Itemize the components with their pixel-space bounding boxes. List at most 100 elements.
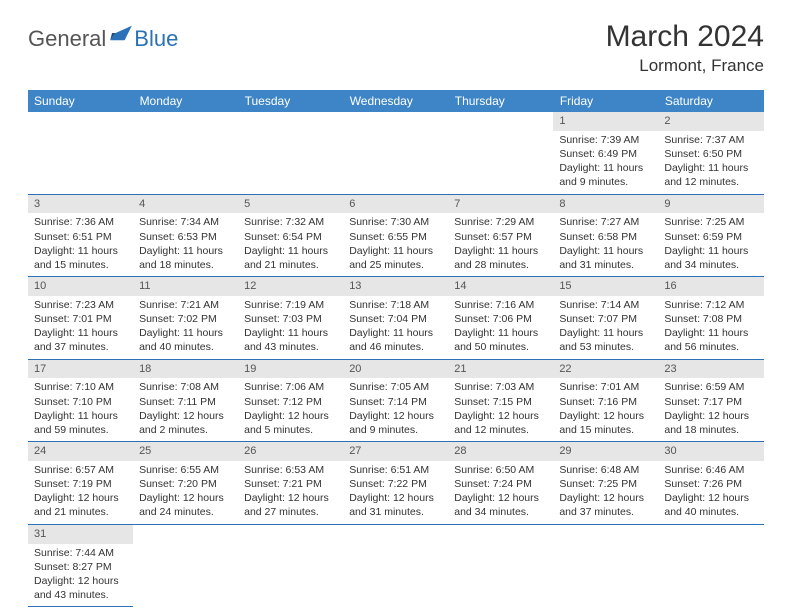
day-number: 8 — [553, 195, 658, 214]
sunrise-text: Sunrise: 6:55 AM — [139, 463, 232, 477]
calendar-cell: 28Sunrise: 6:50 AMSunset: 7:24 PMDayligh… — [448, 442, 553, 525]
day-number: 1 — [553, 112, 658, 131]
sunset-text: Sunset: 7:01 PM — [34, 312, 127, 326]
calendar-cell — [133, 524, 238, 607]
month-title: March 2024 — [606, 20, 764, 54]
day-body: Sunrise: 6:55 AMSunset: 7:20 PMDaylight:… — [133, 461, 238, 524]
calendar-cell — [238, 112, 343, 194]
sunrise-text: Sunrise: 7:19 AM — [244, 298, 337, 312]
sunrise-text: Sunrise: 6:59 AM — [664, 380, 757, 394]
calendar-cell: 18Sunrise: 7:08 AMSunset: 7:11 PMDayligh… — [133, 359, 238, 442]
calendar-cell: 6Sunrise: 7:30 AMSunset: 6:55 PMDaylight… — [343, 194, 448, 277]
daylight-text: Daylight: 11 hours and 46 minutes. — [349, 326, 442, 354]
day-body: Sunrise: 7:25 AMSunset: 6:59 PMDaylight:… — [658, 213, 763, 276]
day-body: Sunrise: 7:12 AMSunset: 7:08 PMDaylight:… — [658, 296, 763, 359]
day-number: 4 — [133, 195, 238, 214]
daylight-text: Daylight: 12 hours and 43 minutes. — [34, 574, 127, 602]
calendar-cell: 4Sunrise: 7:34 AMSunset: 6:53 PMDaylight… — [133, 194, 238, 277]
day-number: 17 — [28, 360, 133, 379]
sunrise-text: Sunrise: 7:03 AM — [454, 380, 547, 394]
daylight-text: Daylight: 11 hours and 50 minutes. — [454, 326, 547, 354]
day-number: 9 — [658, 195, 763, 214]
sunset-text: Sunset: 7:10 PM — [34, 395, 127, 409]
daylight-text: Daylight: 11 hours and 40 minutes. — [139, 326, 232, 354]
day-number: 30 — [658, 442, 763, 461]
daylight-text: Daylight: 11 hours and 28 minutes. — [454, 244, 547, 272]
sunrise-text: Sunrise: 6:51 AM — [349, 463, 442, 477]
calendar-cell: 31Sunrise: 7:44 AMSunset: 8:27 PMDayligh… — [28, 524, 133, 607]
calendar-cell: 1Sunrise: 7:39 AMSunset: 6:49 PMDaylight… — [553, 112, 658, 194]
sunset-text: Sunset: 7:11 PM — [139, 395, 232, 409]
daylight-text: Daylight: 11 hours and 12 minutes. — [664, 161, 757, 189]
sunrise-text: Sunrise: 7:36 AM — [34, 215, 127, 229]
sunset-text: Sunset: 6:58 PM — [559, 230, 652, 244]
sunrise-text: Sunrise: 7:18 AM — [349, 298, 442, 312]
daylight-text: Daylight: 11 hours and 9 minutes. — [559, 161, 652, 189]
day-number: 11 — [133, 277, 238, 296]
calendar-header-row: SundayMondayTuesdayWednesdayThursdayFrid… — [28, 90, 764, 112]
day-body: Sunrise: 7:27 AMSunset: 6:58 PMDaylight:… — [553, 213, 658, 276]
day-body: Sunrise: 7:36 AMSunset: 6:51 PMDaylight:… — [28, 213, 133, 276]
sunrise-text: Sunrise: 6:48 AM — [559, 463, 652, 477]
sunset-text: Sunset: 7:24 PM — [454, 477, 547, 491]
sunset-text: Sunset: 7:14 PM — [349, 395, 442, 409]
calendar-cell — [238, 524, 343, 607]
calendar-cell: 12Sunrise: 7:19 AMSunset: 7:03 PMDayligh… — [238, 277, 343, 360]
day-body: Sunrise: 7:08 AMSunset: 7:11 PMDaylight:… — [133, 378, 238, 441]
location-label: Lormont, France — [606, 56, 764, 76]
sunrise-text: Sunrise: 7:32 AM — [244, 215, 337, 229]
weekday-header: Monday — [133, 90, 238, 112]
sunset-text: Sunset: 6:51 PM — [34, 230, 127, 244]
day-body: Sunrise: 6:53 AMSunset: 7:21 PMDaylight:… — [238, 461, 343, 524]
sunset-text: Sunset: 7:22 PM — [349, 477, 442, 491]
daylight-text: Daylight: 11 hours and 21 minutes. — [244, 244, 337, 272]
calendar-cell: 14Sunrise: 7:16 AMSunset: 7:06 PMDayligh… — [448, 277, 553, 360]
daylight-text: Daylight: 12 hours and 37 minutes. — [559, 491, 652, 519]
day-number: 23 — [658, 360, 763, 379]
sunrise-text: Sunrise: 6:57 AM — [34, 463, 127, 477]
calendar-cell: 26Sunrise: 6:53 AMSunset: 7:21 PMDayligh… — [238, 442, 343, 525]
daylight-text: Daylight: 12 hours and 9 minutes. — [349, 409, 442, 437]
daylight-text: Daylight: 11 hours and 37 minutes. — [34, 326, 127, 354]
sunrise-text: Sunrise: 7:39 AM — [559, 133, 652, 147]
calendar-cell — [658, 524, 763, 607]
sunrise-text: Sunrise: 7:34 AM — [139, 215, 232, 229]
sunrise-text: Sunrise: 7:14 AM — [559, 298, 652, 312]
daylight-text: Daylight: 12 hours and 12 minutes. — [454, 409, 547, 437]
calendar-week: 24Sunrise: 6:57 AMSunset: 7:19 PMDayligh… — [28, 442, 764, 525]
day-body: Sunrise: 6:57 AMSunset: 7:19 PMDaylight:… — [28, 461, 133, 524]
calendar-cell: 24Sunrise: 6:57 AMSunset: 7:19 PMDayligh… — [28, 442, 133, 525]
day-body: Sunrise: 7:18 AMSunset: 7:04 PMDaylight:… — [343, 296, 448, 359]
day-number: 28 — [448, 442, 553, 461]
calendar-cell: 29Sunrise: 6:48 AMSunset: 7:25 PMDayligh… — [553, 442, 658, 525]
sunset-text: Sunset: 7:19 PM — [34, 477, 127, 491]
sunrise-text: Sunrise: 7:01 AM — [559, 380, 652, 394]
sunrise-text: Sunrise: 6:53 AM — [244, 463, 337, 477]
calendar-cell: 8Sunrise: 7:27 AMSunset: 6:58 PMDaylight… — [553, 194, 658, 277]
sunrise-text: Sunrise: 7:10 AM — [34, 380, 127, 394]
daylight-text: Daylight: 12 hours and 2 minutes. — [139, 409, 232, 437]
calendar-cell: 15Sunrise: 7:14 AMSunset: 7:07 PMDayligh… — [553, 277, 658, 360]
day-number: 26 — [238, 442, 343, 461]
sunset-text: Sunset: 7:17 PM — [664, 395, 757, 409]
day-number: 16 — [658, 277, 763, 296]
calendar-cell: 22Sunrise: 7:01 AMSunset: 7:16 PMDayligh… — [553, 359, 658, 442]
calendar-cell — [343, 112, 448, 194]
day-body: Sunrise: 6:50 AMSunset: 7:24 PMDaylight:… — [448, 461, 553, 524]
calendar-week: 3Sunrise: 7:36 AMSunset: 6:51 PMDaylight… — [28, 194, 764, 277]
sunset-text: Sunset: 6:59 PM — [664, 230, 757, 244]
sunrise-text: Sunrise: 7:37 AM — [664, 133, 757, 147]
sunrise-text: Sunrise: 6:50 AM — [454, 463, 547, 477]
brand-logo: General Blue — [28, 26, 178, 52]
weekday-header: Saturday — [658, 90, 763, 112]
daylight-text: Daylight: 11 hours and 25 minutes. — [349, 244, 442, 272]
sunset-text: Sunset: 7:21 PM — [244, 477, 337, 491]
sunrise-text: Sunrise: 7:27 AM — [559, 215, 652, 229]
calendar-week: 17Sunrise: 7:10 AMSunset: 7:10 PM Dayligh… — [28, 359, 764, 442]
calendar-week: 1Sunrise: 7:39 AMSunset: 6:49 PMDaylight… — [28, 112, 764, 194]
title-block: March 2024 Lormont, France — [606, 20, 764, 76]
sunset-text: Sunset: 7:06 PM — [454, 312, 547, 326]
day-number: 29 — [553, 442, 658, 461]
day-number: 31 — [28, 525, 133, 544]
day-number: 7 — [448, 195, 553, 214]
